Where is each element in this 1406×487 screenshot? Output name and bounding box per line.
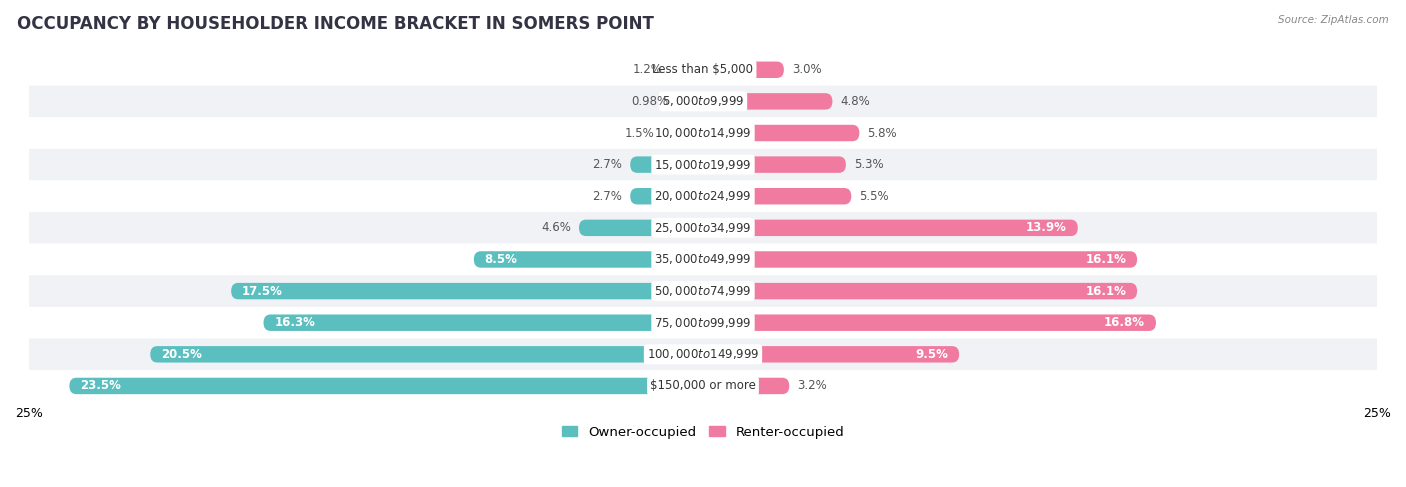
FancyBboxPatch shape [703,378,789,394]
FancyBboxPatch shape [703,283,1137,300]
FancyBboxPatch shape [703,156,846,173]
Text: 13.9%: 13.9% [1026,222,1067,234]
Text: 0.98%: 0.98% [631,95,668,108]
FancyBboxPatch shape [30,149,1376,180]
FancyBboxPatch shape [703,315,1156,331]
FancyBboxPatch shape [579,220,703,236]
FancyBboxPatch shape [30,307,1376,338]
FancyBboxPatch shape [703,188,851,205]
FancyBboxPatch shape [30,117,1376,149]
FancyBboxPatch shape [474,251,703,268]
FancyBboxPatch shape [30,212,1376,244]
FancyBboxPatch shape [69,378,703,394]
Text: 5.5%: 5.5% [859,190,889,203]
FancyBboxPatch shape [30,338,1376,370]
Legend: Owner-occupied, Renter-occupied: Owner-occupied, Renter-occupied [557,420,849,444]
Text: 3.0%: 3.0% [792,63,821,76]
FancyBboxPatch shape [630,156,703,173]
Text: $25,000 to $34,999: $25,000 to $34,999 [654,221,752,235]
Text: 8.5%: 8.5% [485,253,517,266]
FancyBboxPatch shape [703,251,1137,268]
FancyBboxPatch shape [671,61,703,78]
Text: Less than $5,000: Less than $5,000 [652,63,754,76]
FancyBboxPatch shape [30,370,1376,402]
Text: $15,000 to $19,999: $15,000 to $19,999 [654,158,752,171]
Text: 20.5%: 20.5% [162,348,202,361]
Text: $100,000 to $149,999: $100,000 to $149,999 [647,347,759,361]
Text: 16.1%: 16.1% [1085,253,1126,266]
Text: 16.8%: 16.8% [1104,316,1144,329]
FancyBboxPatch shape [231,283,703,300]
Text: 1.5%: 1.5% [624,127,654,139]
Text: 2.7%: 2.7% [592,190,621,203]
Text: $75,000 to $99,999: $75,000 to $99,999 [654,316,752,330]
Text: $5,000 to $9,999: $5,000 to $9,999 [662,94,744,109]
Text: 3.2%: 3.2% [797,379,827,393]
FancyBboxPatch shape [150,346,703,362]
Text: $50,000 to $74,999: $50,000 to $74,999 [654,284,752,298]
Text: 16.1%: 16.1% [1085,284,1126,298]
Text: $150,000 or more: $150,000 or more [650,379,756,393]
Text: 9.5%: 9.5% [915,348,949,361]
FancyBboxPatch shape [676,93,703,110]
Text: 23.5%: 23.5% [80,379,121,393]
Text: 16.3%: 16.3% [274,316,315,329]
Text: Source: ZipAtlas.com: Source: ZipAtlas.com [1278,15,1389,25]
Text: 5.3%: 5.3% [853,158,883,171]
FancyBboxPatch shape [703,61,785,78]
FancyBboxPatch shape [662,125,703,141]
Text: 5.8%: 5.8% [868,127,897,139]
FancyBboxPatch shape [30,86,1376,117]
FancyBboxPatch shape [30,180,1376,212]
Text: 2.7%: 2.7% [592,158,621,171]
Text: 1.2%: 1.2% [633,63,662,76]
FancyBboxPatch shape [630,188,703,205]
Text: $10,000 to $14,999: $10,000 to $14,999 [654,126,752,140]
Text: 4.6%: 4.6% [541,222,571,234]
Text: 4.8%: 4.8% [841,95,870,108]
FancyBboxPatch shape [30,244,1376,275]
FancyBboxPatch shape [703,125,859,141]
FancyBboxPatch shape [703,220,1078,236]
FancyBboxPatch shape [703,93,832,110]
FancyBboxPatch shape [703,346,959,362]
FancyBboxPatch shape [263,315,703,331]
Text: $20,000 to $24,999: $20,000 to $24,999 [654,189,752,203]
Text: OCCUPANCY BY HOUSEHOLDER INCOME BRACKET IN SOMERS POINT: OCCUPANCY BY HOUSEHOLDER INCOME BRACKET … [17,15,654,33]
Text: $35,000 to $49,999: $35,000 to $49,999 [654,252,752,266]
FancyBboxPatch shape [30,54,1376,86]
Text: 17.5%: 17.5% [242,284,283,298]
FancyBboxPatch shape [30,275,1376,307]
